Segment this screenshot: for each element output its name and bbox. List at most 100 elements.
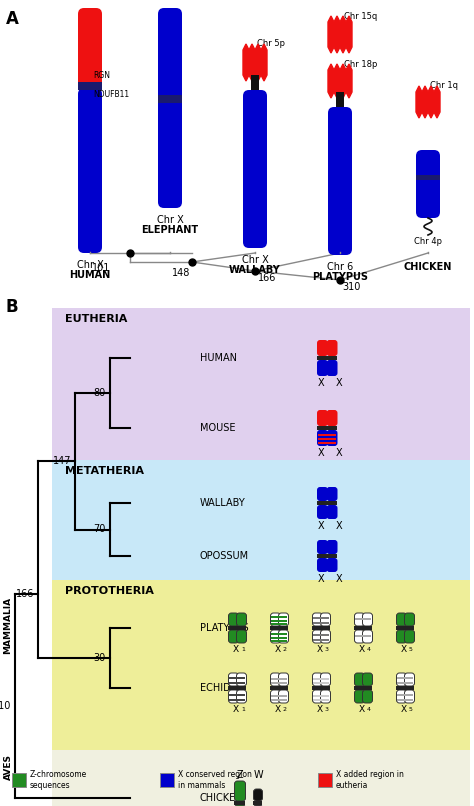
- Bar: [52, 580, 470, 750]
- Bar: [317, 426, 328, 430]
- Bar: [320, 686, 330, 690]
- Bar: [237, 677, 246, 679]
- FancyBboxPatch shape: [312, 673, 322, 686]
- Bar: [160, 773, 174, 787]
- Bar: [158, 95, 182, 103]
- Text: Chr X: Chr X: [156, 215, 183, 225]
- Text: 147: 147: [53, 456, 71, 466]
- Bar: [321, 639, 329, 641]
- FancyBboxPatch shape: [271, 690, 281, 703]
- Bar: [272, 678, 280, 680]
- Bar: [313, 696, 321, 697]
- Bar: [272, 699, 280, 701]
- Polygon shape: [416, 86, 440, 118]
- FancyBboxPatch shape: [254, 805, 263, 806]
- Bar: [336, 92, 344, 107]
- Text: RGN: RGN: [93, 71, 110, 80]
- Bar: [318, 438, 327, 440]
- Text: 166: 166: [258, 273, 276, 283]
- Bar: [312, 686, 322, 690]
- Text: 3: 3: [325, 647, 329, 652]
- FancyBboxPatch shape: [328, 107, 352, 255]
- Bar: [272, 637, 280, 638]
- Text: AVES: AVES: [3, 754, 12, 780]
- Text: METATHERIA: METATHERIA: [65, 466, 144, 476]
- FancyBboxPatch shape: [271, 613, 281, 626]
- FancyBboxPatch shape: [404, 690, 414, 703]
- Text: MAMMALIA: MAMMALIA: [3, 597, 12, 654]
- Bar: [52, 460, 470, 580]
- FancyBboxPatch shape: [320, 673, 330, 686]
- Bar: [356, 618, 364, 620]
- Bar: [52, 308, 470, 460]
- Bar: [398, 694, 405, 696]
- Text: 70: 70: [94, 525, 106, 534]
- Text: X: X: [275, 705, 281, 714]
- Text: PLATYPUS: PLATYPUS: [312, 272, 368, 282]
- FancyBboxPatch shape: [355, 630, 365, 643]
- FancyBboxPatch shape: [404, 613, 414, 626]
- Bar: [327, 426, 337, 430]
- Bar: [398, 699, 405, 701]
- Bar: [280, 637, 288, 638]
- Polygon shape: [243, 44, 267, 81]
- Text: W: W: [253, 770, 263, 780]
- Text: HUMAN: HUMAN: [200, 353, 237, 363]
- Text: 1: 1: [241, 647, 245, 652]
- Bar: [321, 634, 329, 636]
- Bar: [237, 626, 246, 630]
- FancyBboxPatch shape: [327, 430, 337, 446]
- FancyBboxPatch shape: [320, 613, 330, 626]
- Bar: [228, 626, 238, 630]
- Bar: [280, 620, 288, 621]
- Bar: [237, 694, 246, 696]
- Text: A: A: [6, 10, 19, 28]
- Text: X: X: [318, 574, 324, 584]
- Bar: [321, 696, 329, 697]
- Bar: [313, 678, 321, 680]
- Text: PLATYPUS: PLATYPUS: [200, 623, 249, 633]
- Bar: [279, 626, 289, 630]
- Text: 310: 310: [0, 701, 11, 711]
- FancyBboxPatch shape: [317, 430, 328, 446]
- Bar: [78, 82, 102, 90]
- FancyBboxPatch shape: [327, 558, 337, 572]
- FancyBboxPatch shape: [279, 630, 289, 643]
- Bar: [229, 699, 237, 701]
- Text: WALLABY: WALLABY: [200, 498, 246, 508]
- Text: 101: 101: [92, 263, 110, 273]
- Bar: [272, 620, 280, 621]
- FancyBboxPatch shape: [228, 613, 238, 626]
- Text: ECHIDNA: ECHIDNA: [200, 683, 245, 693]
- Bar: [229, 694, 237, 696]
- Bar: [313, 634, 321, 636]
- FancyBboxPatch shape: [327, 487, 337, 501]
- Bar: [280, 641, 288, 642]
- Bar: [271, 686, 281, 690]
- Text: X: X: [401, 705, 407, 714]
- Bar: [404, 626, 414, 630]
- Text: PROTOTHERIA: PROTOTHERIA: [65, 586, 154, 596]
- Bar: [356, 635, 364, 638]
- Bar: [405, 682, 413, 684]
- Bar: [312, 626, 322, 630]
- Text: X: X: [317, 645, 323, 654]
- Bar: [272, 682, 280, 684]
- Text: Chr 4p: Chr 4p: [414, 237, 442, 246]
- Bar: [321, 617, 329, 619]
- Text: X: X: [317, 705, 323, 714]
- FancyBboxPatch shape: [235, 805, 246, 806]
- Bar: [321, 699, 329, 701]
- Bar: [327, 554, 337, 558]
- Text: 1: 1: [241, 707, 245, 712]
- Bar: [280, 623, 288, 625]
- Bar: [280, 682, 288, 684]
- FancyBboxPatch shape: [363, 673, 373, 686]
- Polygon shape: [328, 16, 352, 53]
- FancyBboxPatch shape: [363, 630, 373, 643]
- Text: 3: 3: [325, 707, 329, 712]
- Bar: [321, 622, 329, 624]
- FancyBboxPatch shape: [237, 690, 246, 703]
- Bar: [328, 434, 337, 436]
- FancyBboxPatch shape: [327, 340, 337, 356]
